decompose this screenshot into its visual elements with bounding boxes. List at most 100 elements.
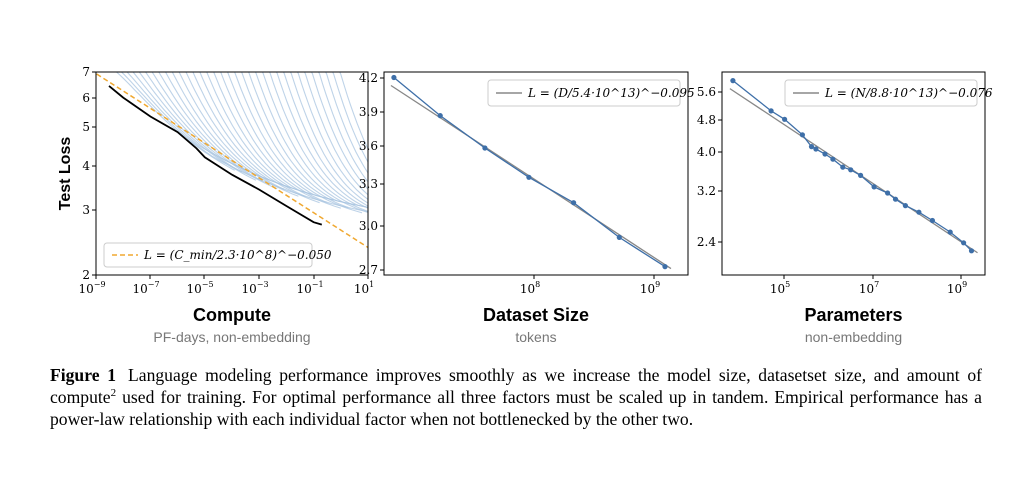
data-point <box>961 240 967 246</box>
fit-line <box>96 72 368 249</box>
legend-label: L = (N/8.8·10^13)^−0.076 <box>824 86 993 100</box>
fit-line <box>729 88 978 254</box>
learning-curve <box>115 72 235 171</box>
legend-box <box>103 242 313 268</box>
data-point <box>871 184 877 190</box>
data-point <box>730 78 736 84</box>
data-point <box>768 108 774 114</box>
footnote-mark: 2 <box>110 387 117 400</box>
data-point <box>848 167 854 173</box>
plot-area <box>390 74 672 270</box>
learning-curve <box>213 72 341 209</box>
x-tick-label: 101 <box>354 280 374 296</box>
x-tick-label: 108 <box>520 280 540 296</box>
figure-label: Figure 1 <box>50 365 117 385</box>
learning-curve <box>226 72 356 206</box>
learning-curve <box>192 72 320 204</box>
learning-curve <box>220 72 349 209</box>
data-point <box>968 248 975 254</box>
data-point <box>929 217 936 224</box>
x-tick-label: 105 <box>770 280 790 296</box>
data-point <box>916 209 922 215</box>
data-point <box>885 190 891 196</box>
x-tick-label: 10−5 <box>186 280 213 296</box>
data-point <box>437 113 443 119</box>
learning-curve <box>268 72 368 208</box>
axes-frame <box>383 71 689 276</box>
plot-area <box>729 78 978 254</box>
learning-curve <box>178 72 306 197</box>
legend-box <box>487 79 681 107</box>
data-point <box>947 229 953 235</box>
learning-curve <box>233 72 363 214</box>
y-tick-label: 4.0 <box>697 145 716 159</box>
y-tick-label: 3.6 <box>359 139 378 153</box>
y-tick-label: 2.7 <box>359 263 378 277</box>
legend-label: L = (C_min/2.3·10^8)^−0.050 <box>143 248 332 262</box>
data-point <box>813 146 819 152</box>
x-tick-label: 109 <box>947 280 967 296</box>
data-point <box>799 132 806 138</box>
caption-text-2: used for training. For optimal performan… <box>50 387 982 429</box>
learning-curve <box>171 72 299 197</box>
y-tick-label: 5 <box>82 120 90 134</box>
data-point <box>526 174 532 180</box>
dataset-size-panel: 4.2 3.9 3.6 3.3 3.0 2.7 108 109 L = (D/5.4·10^13… <box>359 71 695 345</box>
data-point <box>822 151 828 157</box>
y-tick-label: 6 <box>82 91 90 105</box>
y-tick-label: 4 <box>82 159 90 173</box>
plot-area <box>96 72 368 249</box>
x-tick-label: 10−9 <box>78 280 105 296</box>
figure-1: 7 6 5 4 3 210−9 10−7 10−5 10−3 10−1 101 L = (C_min/… <box>57 65 993 345</box>
data-point <box>902 203 909 209</box>
x-tick-label: 109 <box>640 280 660 296</box>
y-tick-label: 7 <box>82 65 90 79</box>
learning-curve <box>240 72 368 213</box>
y-tick-label: 5.6 <box>697 85 716 99</box>
learning-curve <box>325 72 368 174</box>
axes-frame <box>721 71 986 276</box>
learning-curve <box>261 72 368 212</box>
learning-curve <box>296 72 368 201</box>
caption-text-1: Language modeling performance improves s… <box>50 365 982 407</box>
legend-label: L = (D/5.4·10^13)^−0.095 <box>527 86 695 100</box>
data-point <box>391 74 397 81</box>
y-tick-label: 4.8 <box>697 113 716 127</box>
data-point <box>840 164 846 170</box>
learning-curve <box>339 72 368 151</box>
data-point <box>808 144 815 150</box>
compute-frontier <box>108 85 323 226</box>
parameters-panel: 5.6 4.8 4.0 3.2 2.4 105 107 109 L = (N/8.8·10^13… <box>697 71 993 345</box>
learning-curve <box>310 72 368 190</box>
y-tick-label: 3.9 <box>359 105 378 119</box>
y-tick-label: 3.2 <box>697 184 716 198</box>
y-tick-label: 3 <box>82 203 90 217</box>
x-axis-title: Parameters <box>804 305 902 325</box>
learning-curve <box>158 72 285 190</box>
x-axis-subtitle: PF-days, non-embedding <box>153 329 310 345</box>
y-axis-title: Test Loss <box>57 137 74 211</box>
data-point <box>482 145 488 151</box>
data-point <box>662 264 668 270</box>
y-tick-label: 4.2 <box>359 71 378 85</box>
data-point <box>830 156 836 162</box>
data-point <box>571 200 577 206</box>
y-tick-label: 2 <box>82 268 90 282</box>
y-tick-label: 2.4 <box>697 235 716 249</box>
x-tick-label: 10−7 <box>132 280 159 296</box>
learning-curve <box>132 72 257 181</box>
learning-curve <box>282 72 368 207</box>
learning-curve <box>120 72 243 173</box>
data-point <box>892 196 899 202</box>
learning-curve <box>317 72 368 183</box>
learning-curve <box>138 72 264 182</box>
data-point <box>616 234 622 240</box>
x-tick-label: 107 <box>859 280 879 296</box>
x-axis-subtitle: non-embedding <box>805 329 902 345</box>
learning-curve <box>289 72 368 204</box>
learning-curve <box>275 72 368 209</box>
legend-box <box>784 79 978 107</box>
x-tick-label: 10−3 <box>241 280 268 296</box>
x-axis-title: Dataset Size <box>483 305 589 325</box>
axes-frame <box>95 71 369 276</box>
